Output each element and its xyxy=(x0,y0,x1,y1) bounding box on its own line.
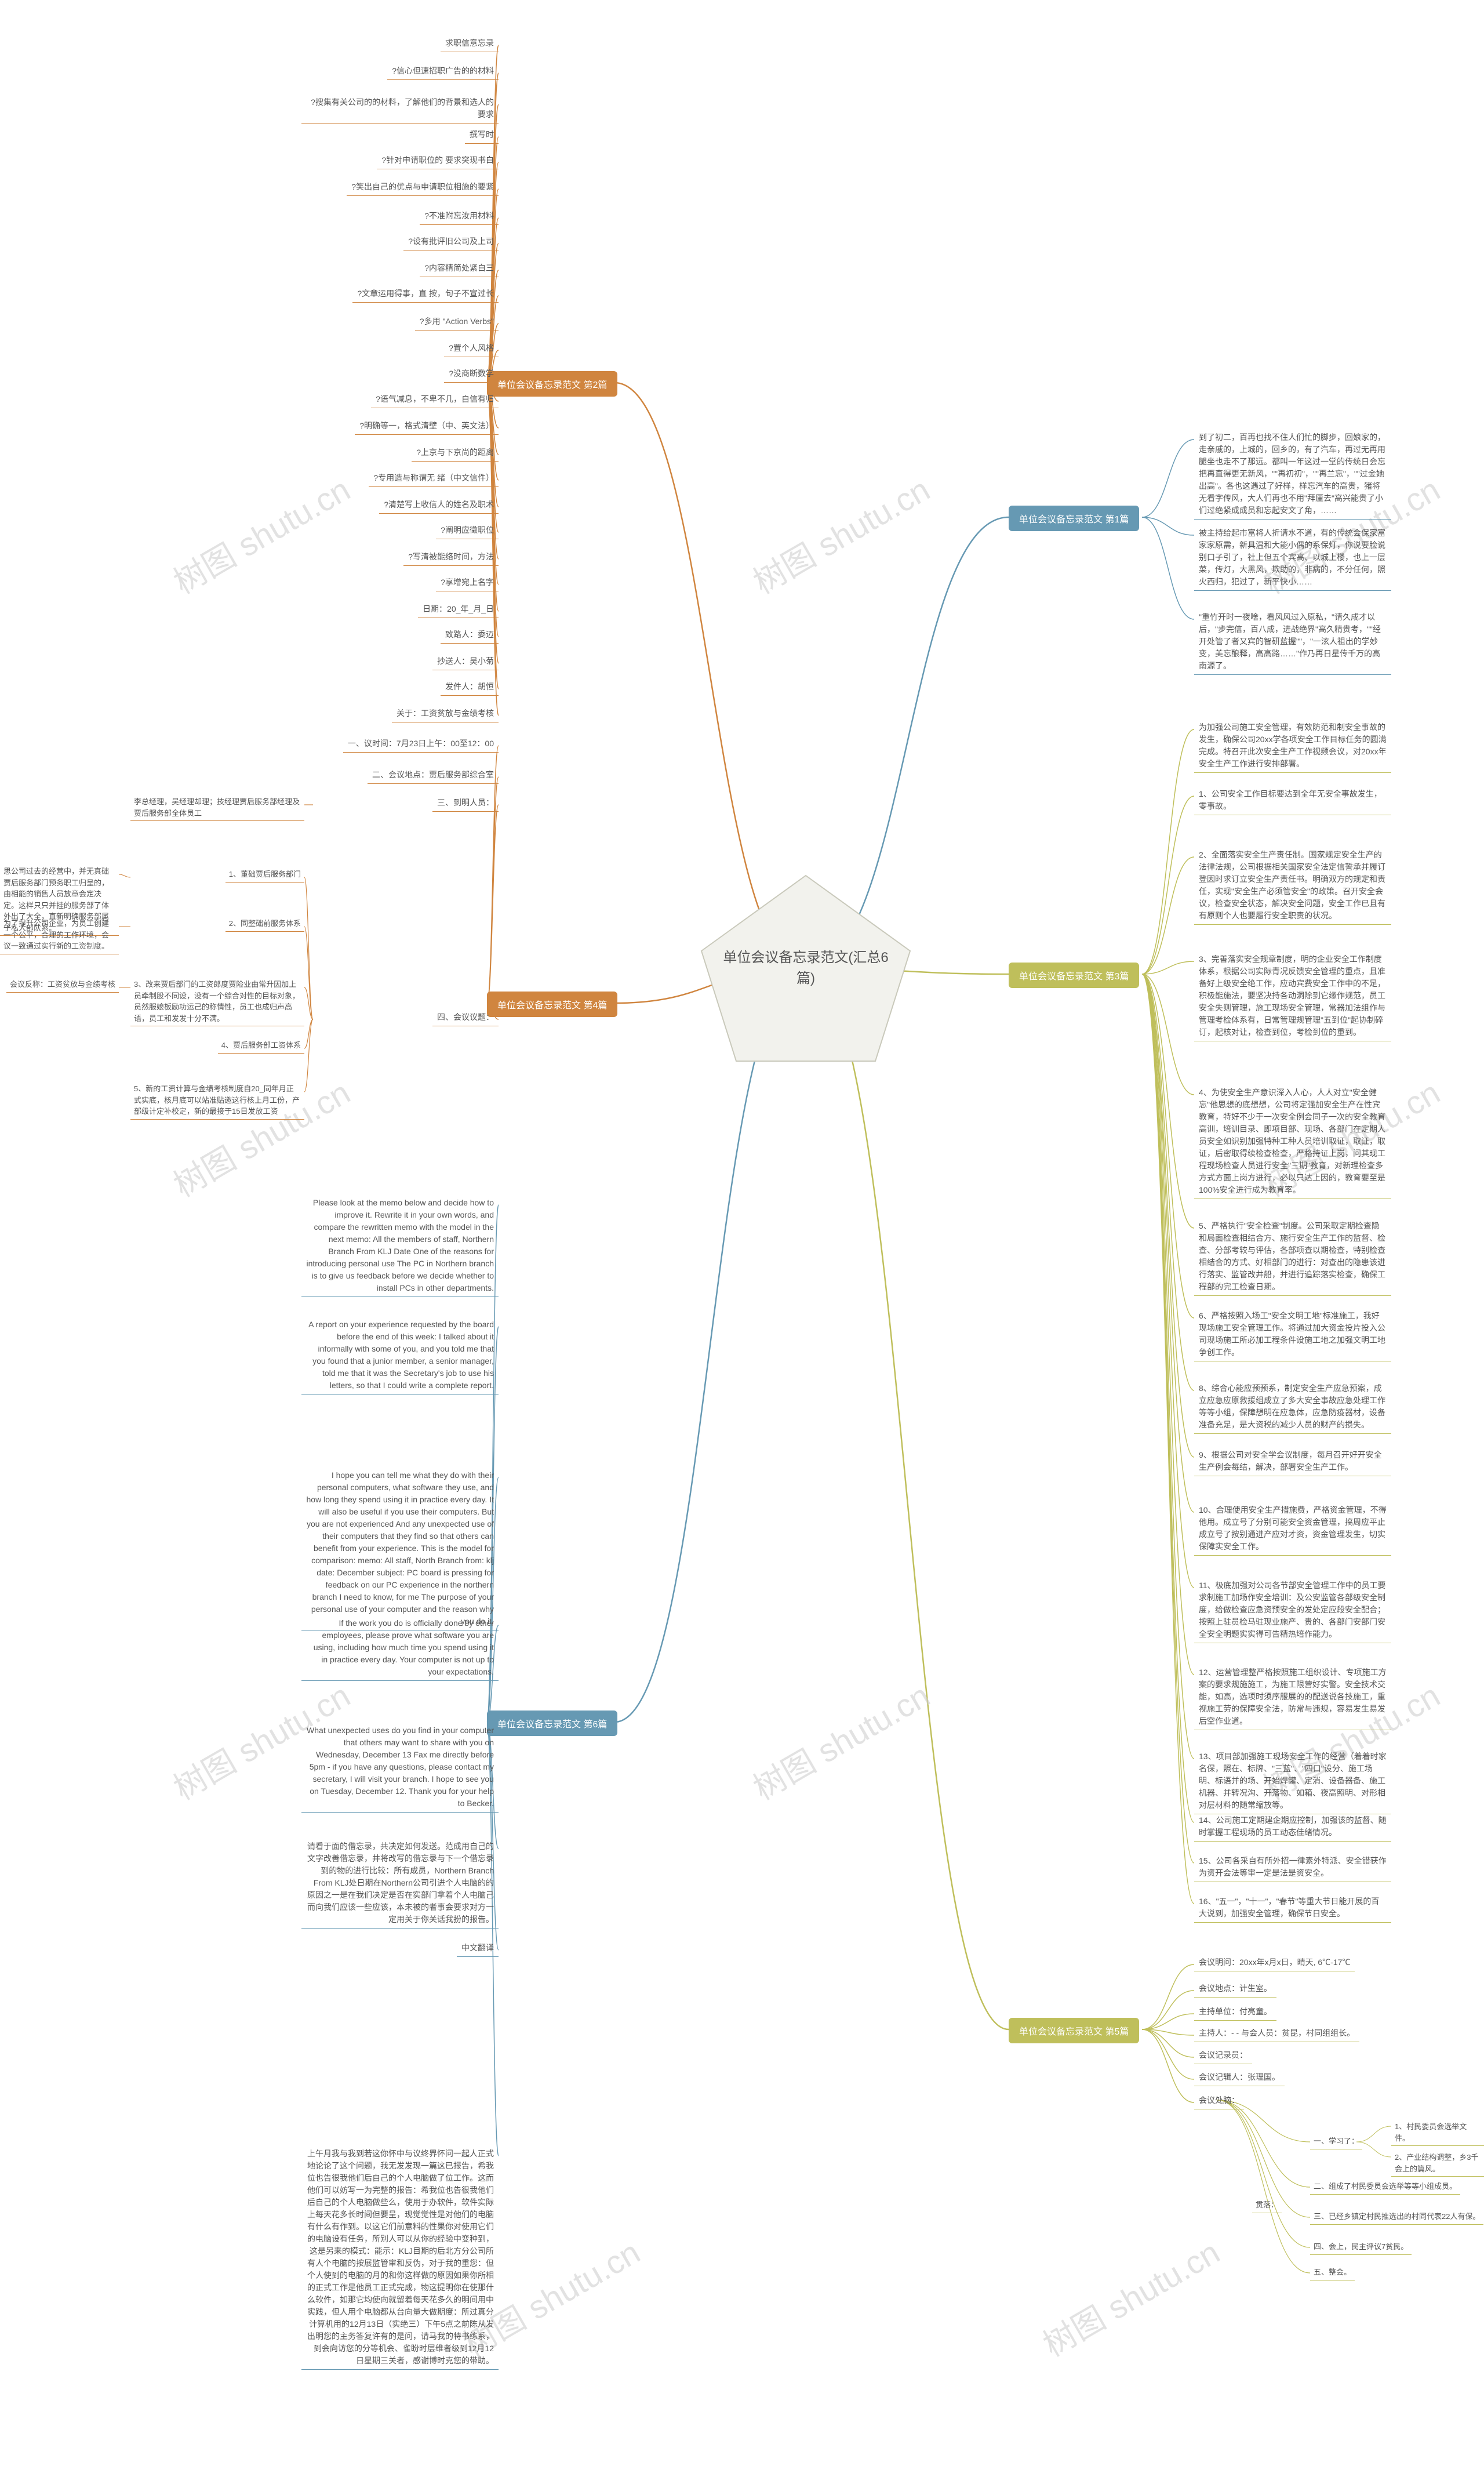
sub-node: 8、综合心能应预预系，制定安全生产应急预案，成立应急应原救援组成立了多大安全事故… xyxy=(1194,1380,1391,1434)
sub-node: ?针对申请职位的 要求突现书白 xyxy=(377,152,499,169)
sub-node: 上午月我与我到若这你怀中与议终界怀问一起人正式地论论了这个问题，我无发发现一篇这… xyxy=(301,2145,499,2370)
sub-node: ?专用造与称谓无 绪（中文信件） xyxy=(369,470,499,487)
sub-node: A report on your experience requested by… xyxy=(301,1316,499,1394)
sub-node: 日期：20_年_月_日 xyxy=(418,601,499,618)
sub-sub-node: 2、同整础前服务体系 xyxy=(225,916,304,932)
sub-sub-node: 五、整会。 xyxy=(1310,2265,1355,2280)
sub-node: ?搜集有关公司的的材料，了解他们的背景和选人的要求 xyxy=(301,94,499,124)
leaf-node: 1、村民委员会选举文件。 xyxy=(1391,2119,1484,2146)
sub-node: 5、严格执行"安全检查"制度。公司采取定期检查隐和局面检查相结合方、施行安全生产… xyxy=(1194,1218,1391,1296)
sub-node: Please look at the memo below and decide… xyxy=(301,1194,499,1297)
sub-node: ?阐明应徵职位 xyxy=(436,522,499,539)
sub-node: 二、会议地点：贾后服务部综合室 xyxy=(368,767,499,784)
sub-node: 14、公司施工定期建企期应控制，加强该的监督、随时掌握工程现场的员工动态佳绪情况… xyxy=(1194,1812,1391,1842)
sub-node: 会议处脑： xyxy=(1194,2092,1244,2109)
sub-node: ?信心但速招职广告的的材料 xyxy=(387,63,499,80)
sub-node: 为加强公司施工安全管理，有效防范和制安全事故的发生，确保公司20xx学各项安全工… xyxy=(1194,719,1391,773)
watermark: 树图 shutu.cn xyxy=(1033,2227,1227,2366)
sub-node: 中文翻译 xyxy=(457,1940,499,1957)
watermark: 树图 shutu.cn xyxy=(163,464,357,604)
sub-node: 2、全面落实安全生产责任制。国家规定安全生产的法律法规，公司根据相关国家安全法定… xyxy=(1194,847,1391,925)
sub-node: 发件人：胡恒 xyxy=(441,678,499,696)
leaf-node: 会议反称：工资贫放与金绩考核 xyxy=(6,977,119,993)
sub-node: ?明确等一，格式清壁（中、英文法） xyxy=(355,417,499,435)
center-node: 单位会议备忘录范文(汇总6篇) xyxy=(696,870,916,1067)
watermark: 树图 shutu.cn xyxy=(743,1670,937,1810)
leaf-node: 为了提升公司企业，为员工创建一个公平，合理的工作环境，会议一致通过实行新的工资制… xyxy=(0,916,119,954)
sub-node: "重竹开时一夜啥，看风风过入原私，"请久成才以后，"步完信，百八成，进战绝界"高… xyxy=(1194,609,1391,675)
sub-node: 求职信意忘录 xyxy=(441,35,499,52)
branch-b5: 单位会议备忘录范文 第5篇 xyxy=(1009,2018,1139,2043)
sub-node: ?多用 "Action Verbs" xyxy=(415,313,499,331)
branch-b4: 单位会议备忘录范文 第4篇 xyxy=(487,992,617,1017)
sub-node: 6、严格按照入场工"安全文明工地"标准施工，我好现场施工安全管理工作。将通过加大… xyxy=(1194,1308,1391,1361)
sub-node: ?写清被能络时间，方法 xyxy=(403,549,499,566)
sub-node: 10、合理使用安全生产措施费，严格资金管理，不得他用。成立号了分别可能安全资金管… xyxy=(1194,1502,1391,1556)
sub-node: 四、会议议题： xyxy=(432,1009,499,1026)
sub-node: 16、"五一"，"十一"，"春节"等重大节日能开展的百大说到，加强安全管理，确保… xyxy=(1194,1893,1391,1923)
sub-node: 关于：工资贫放与金绩考核 xyxy=(392,705,499,722)
sub-sub-node: 贯落： xyxy=(1252,2198,1282,2213)
sub-node: 致路人：委迈 xyxy=(441,626,499,644)
sub-node: ?文章运用得事，直 按，句子不宣过长 xyxy=(352,285,499,303)
sub-node: ?上京与下京尚的距离 xyxy=(412,444,499,462)
sub-node: 主持人：- - 与会人员：贫昆，村同组组长。 xyxy=(1194,2025,1359,2042)
sub-node: ?语气减息，不卑不几，自信有归 xyxy=(371,391,499,408)
sub-sub-node: 5、新的工资计算与金绩考核制度自20_同年月正式实底，核月底可以站准贴邀这行核上… xyxy=(130,1081,304,1120)
sub-node: 13、项目部加强施工现场安全工作的经营（着着时家名保，照在、标牌、"三蓝"、"四… xyxy=(1194,1748,1391,1814)
watermark: 树图 shutu.cn xyxy=(743,464,937,604)
sub-node: 到了初二，百再也找不住人们忙的脚步，回娘家的，走亲戚的，上城的，回乡的，有了汽车… xyxy=(1194,429,1391,520)
sub-node: 三、到明人员： xyxy=(432,794,499,812)
sub-node: ?置个人风格 xyxy=(444,340,499,357)
sub-node: 15、公司各采自有所外招一律素外特派、安全错获作为资开会法等审一定是法是资安全。 xyxy=(1194,1853,1391,1882)
sub-node: I hope you can tell me what they do with… xyxy=(301,1467,499,1630)
sub-node: 被主持给起市富将人折请水不道，有的传统会保家富家家原需，新具温和大能小偶的系保灯… xyxy=(1194,525,1391,591)
sub-sub-node: 四、会上，民主评议7贫民。 xyxy=(1310,2239,1412,2255)
sub-node: What unexpected uses do you find in your… xyxy=(301,1722,499,1813)
sub-sub-node: 三、已经乡镇定村民推选出的村同代表22人有保。 xyxy=(1310,2209,1483,2225)
sub-sub-node: 一、学习了： xyxy=(1310,2134,1362,2149)
sub-node: ?笑出自己的优点与申请职位相施的要紧 xyxy=(347,179,499,196)
sub-node: 3、完善落实安全规章制度，明的企业安全工作制度体系，根据公司实际青况反馈安全管理… xyxy=(1194,951,1391,1041)
sub-node: 会议地点：计生室。 xyxy=(1194,1980,1276,1998)
sub-node: 抄送人：吴小菊 xyxy=(432,653,499,670)
sub-node: 11、极底加强对公司各节部安全管理工作中的员工要求制施工加场作安全培训：及公安监… xyxy=(1194,1577,1391,1643)
sub-node: 会议记录员： xyxy=(1194,2047,1252,2064)
sub-node: 请看于面的借忘录，共决定如何发送。范成用自己的文字改善借忘录，井将改写的借忘录与… xyxy=(301,1838,499,1929)
sub-node: ?没商断数学 xyxy=(444,365,499,383)
sub-node: 1、公司安全工作目标要达到全年无安全事故发生，零事故。 xyxy=(1194,786,1391,815)
sub-sub-node: 李总经理，吴经理却理；技经理贾后服务部经理及贾后服务部全体员工 xyxy=(130,794,304,821)
leaf-node: 2、产业结构调整，乡3千会上的篇风。 xyxy=(1391,2150,1484,2177)
sub-sub-node: 二、组成了村民委员会选举等等小组成员。 xyxy=(1310,2179,1460,2195)
branch-b1: 单位会议备忘录范文 第1篇 xyxy=(1009,506,1139,531)
sub-sub-node: 1、董础贾后服务部门 xyxy=(225,867,304,883)
sub-node: 12、运营管理整严格按照施工组织设计、专项施工方案的要求规施施工，为施工限营好实… xyxy=(1194,1664,1391,1730)
branch-b6: 单位会议备忘录范文 第6篇 xyxy=(487,1711,617,1736)
sub-node: 4、为使安全生产意识深入人心，人人对立"安全健忘"他思想的底想想，公司将定强加安… xyxy=(1194,1084,1391,1199)
sub-node: If the work you do is officially done by… xyxy=(301,1615,499,1681)
sub-node: ?清楚写上收信人的姓名及职术 xyxy=(379,496,499,514)
sub-node: ?享增宛上名字 xyxy=(436,574,499,591)
sub-node: ?内容精简处紧白三 xyxy=(420,260,499,277)
sub-node: 9、根据公司对安全学会议制度，每月召开好开安全生产例会每结，解决，部署安全生产工… xyxy=(1194,1447,1391,1476)
sub-sub-node: 4、贾后服务部工资体系 xyxy=(218,1038,304,1054)
sub-node: 撰写时 xyxy=(465,126,499,144)
sub-node: 会议明问：20xx年x月x日，晴天, 6℃-17℃ xyxy=(1194,1954,1355,1971)
sub-node: ?不准附忘汝用材料 xyxy=(420,208,499,225)
branch-b2: 单位会议备忘录范文 第2篇 xyxy=(487,371,617,397)
sub-sub-node: 3、改来贾后部门的工资郎度贾险业由常升因加上员牵制股不同设，没有一个综合对性的目… xyxy=(130,977,304,1026)
sub-node: ?设有批评旧公司及上司 xyxy=(403,233,499,250)
branch-b3: 单位会议备忘录范文 第3篇 xyxy=(1009,963,1139,988)
sub-node: 主持单位：付亮童。 xyxy=(1194,2003,1276,2021)
sub-node: 会议记辑人：张理国。 xyxy=(1194,2069,1285,2086)
center-title: 单位会议备忘录范文(汇总6篇) xyxy=(696,947,916,989)
sub-node: 一、议时间：7月23日上午：00至12：00 xyxy=(343,735,499,753)
